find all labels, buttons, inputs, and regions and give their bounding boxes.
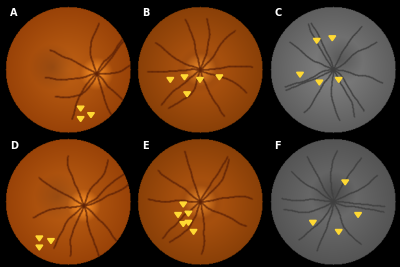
Polygon shape <box>185 211 192 216</box>
Text: B: B <box>142 8 149 18</box>
Polygon shape <box>36 236 43 241</box>
Polygon shape <box>88 113 94 118</box>
Polygon shape <box>313 38 320 43</box>
Polygon shape <box>77 117 84 121</box>
Polygon shape <box>36 245 43 250</box>
Polygon shape <box>180 222 187 227</box>
Polygon shape <box>180 202 187 207</box>
Polygon shape <box>296 72 304 77</box>
Polygon shape <box>310 220 316 225</box>
Polygon shape <box>316 80 323 85</box>
Polygon shape <box>48 239 54 244</box>
Polygon shape <box>216 75 223 80</box>
Text: C: C <box>274 8 282 18</box>
Polygon shape <box>355 213 362 218</box>
Polygon shape <box>196 77 204 83</box>
Polygon shape <box>335 77 342 83</box>
Polygon shape <box>185 220 192 225</box>
Polygon shape <box>190 229 197 234</box>
Polygon shape <box>335 229 342 234</box>
Text: F: F <box>274 141 281 151</box>
Polygon shape <box>167 77 174 83</box>
Text: E: E <box>142 141 148 151</box>
Text: D: D <box>10 141 18 151</box>
Polygon shape <box>175 213 182 218</box>
Text: A: A <box>10 8 17 18</box>
Polygon shape <box>184 92 190 97</box>
Polygon shape <box>329 36 336 41</box>
Polygon shape <box>342 180 349 185</box>
Polygon shape <box>77 106 84 111</box>
Polygon shape <box>181 75 188 80</box>
